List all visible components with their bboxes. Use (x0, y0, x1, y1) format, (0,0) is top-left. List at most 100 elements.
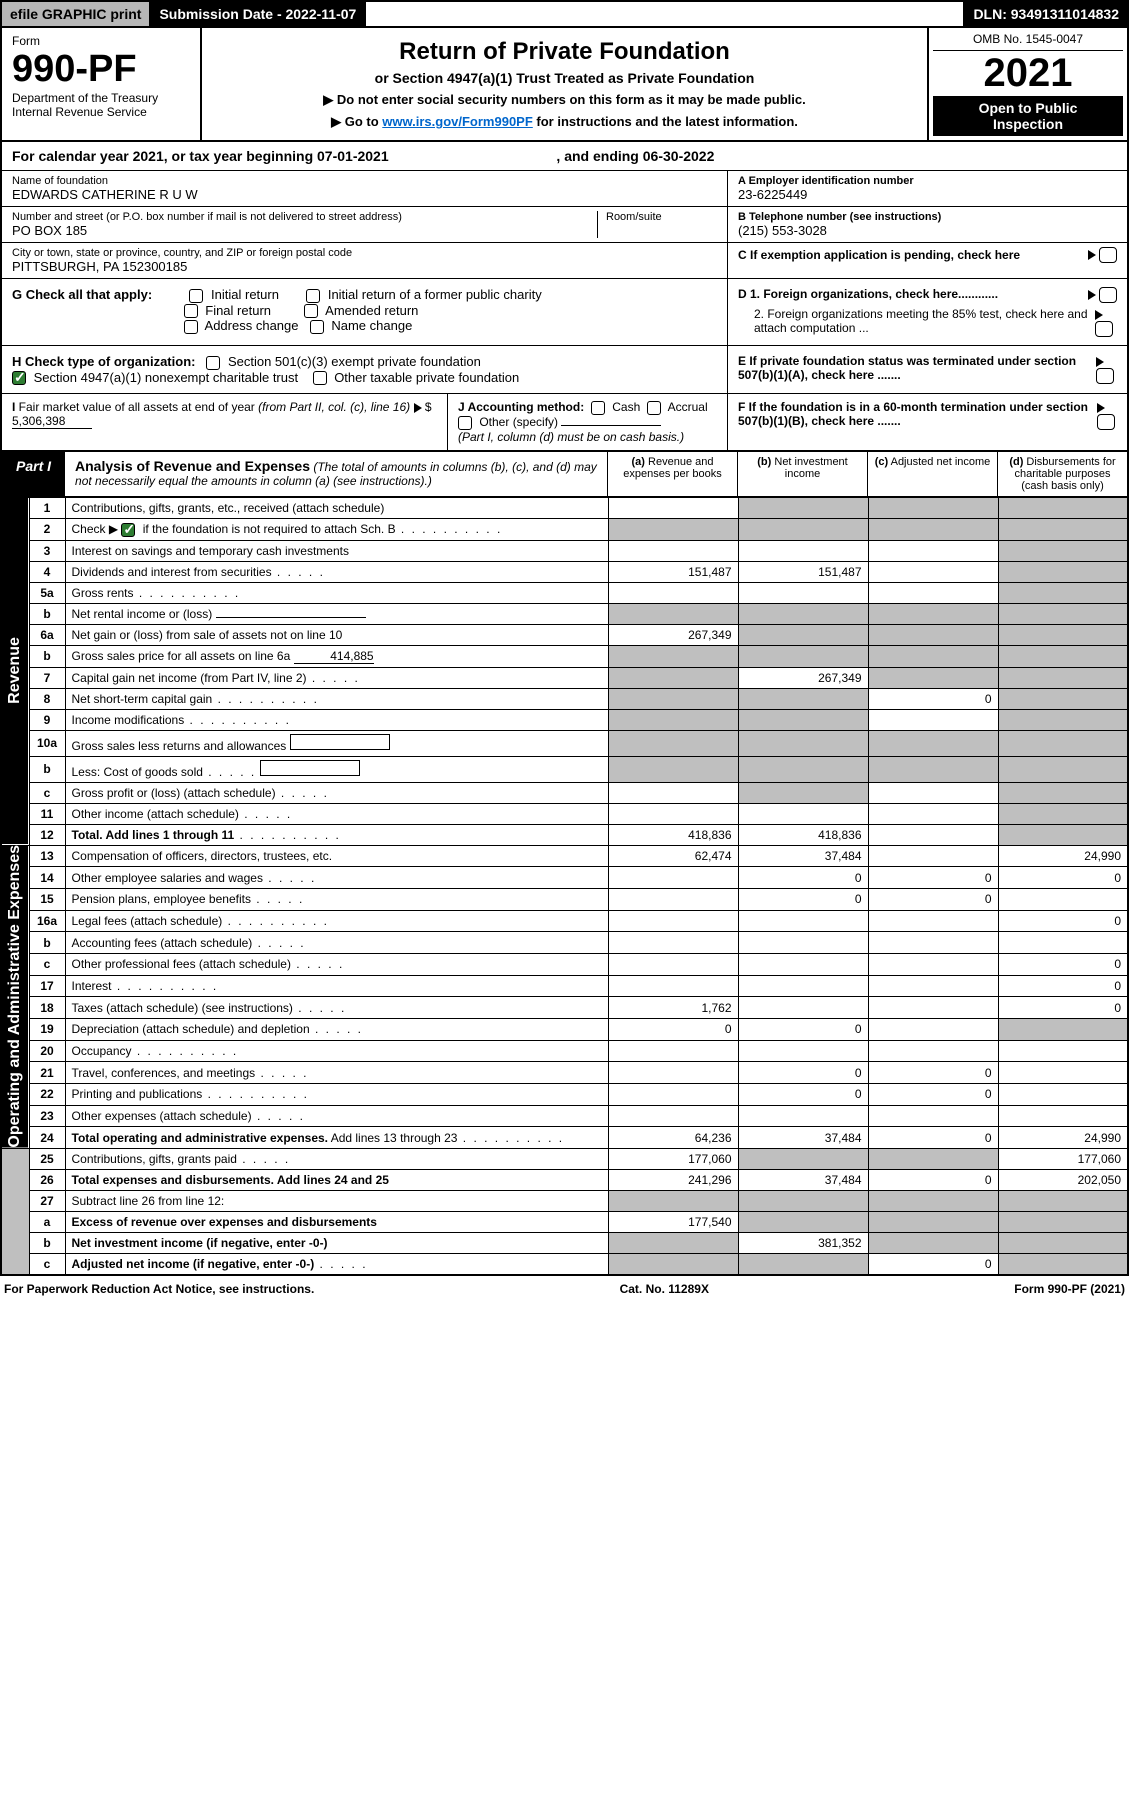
arrow-icon (1096, 357, 1104, 367)
line-20: Occupancy (65, 1040, 608, 1062)
fmv-value: 5,306,398 (12, 414, 92, 429)
g-address-change[interactable] (184, 320, 198, 334)
g-initial-return[interactable] (189, 289, 203, 303)
line-9: Income modifications (65, 709, 608, 730)
h-other-taxable[interactable] (313, 371, 327, 385)
line-23: Other expenses (attach schedule) (65, 1105, 608, 1127)
opex-section-label: Operating and Administrative Expenses (1, 845, 29, 1149)
section-h-e: H Check type of organization: Section 50… (0, 346, 1129, 394)
line-6b: Gross sales price for all assets on line… (65, 645, 608, 667)
revenue-section-label: Revenue (1, 497, 29, 845)
line-12: Total. Add lines 1 through 11 (65, 824, 608, 845)
line-15: Pension plans, employee benefits (65, 888, 608, 910)
section-i-j-f: I Fair market value of all assets at end… (0, 394, 1129, 452)
header-right: OMB No. 1545-0047 2021 Open to PublicIns… (927, 28, 1127, 140)
part1-header: Part I Analysis of Revenue and Expenses … (0, 452, 1129, 497)
arrow-icon (1088, 290, 1096, 300)
d1-checkbox[interactable] (1099, 287, 1117, 303)
form-ref: Form 990-PF (2021) (1014, 1282, 1125, 1296)
city-label: City or town, state or province, country… (12, 247, 717, 259)
open-inspection: Open to PublicInspection (933, 96, 1123, 136)
line-16b: Accounting fees (attach schedule) (65, 932, 608, 954)
d1-label: D 1. Foreign organizations, check here..… (738, 287, 998, 301)
j-other[interactable] (458, 416, 472, 430)
calendar-year-row: For calendar year 2021, or tax year begi… (0, 142, 1129, 171)
efile-badge[interactable]: efile GRAPHIC print (2, 2, 151, 26)
submission-date: Submission Date - 2022-11-07 (151, 2, 366, 26)
name-label: Name of foundation (12, 175, 717, 187)
part1-table: Revenue 1Contributions, gifts, grants, e… (0, 497, 1129, 1276)
line-13: Compensation of officers, directors, tru… (65, 845, 608, 867)
line-10b: Less: Cost of goods sold (65, 756, 608, 782)
d2-checkbox[interactable] (1095, 321, 1113, 337)
schb-checkbox[interactable] (121, 523, 135, 537)
line-25: Contributions, gifts, grants paid (65, 1149, 608, 1170)
form-header: Form 990-PF Department of the Treasury I… (0, 28, 1129, 142)
room-label: Room/suite (606, 211, 717, 223)
j-note: (Part I, column (d) must be on cash basi… (458, 430, 684, 444)
header-mid: Return of Private Foundation or Section … (202, 28, 927, 140)
line-26: Total expenses and disbursements. Add li… (65, 1170, 608, 1191)
line-24: Total operating and administrative expen… (65, 1127, 608, 1149)
tax-year: 2021 (933, 51, 1123, 96)
exemption-checkbox[interactable] (1099, 247, 1117, 263)
line-10a: Gross sales less returns and allowances (65, 730, 608, 756)
g-label: G Check all that apply: (12, 287, 152, 302)
j-cash[interactable] (591, 401, 605, 415)
part-badge: Part I (2, 452, 65, 496)
instr-2: ▶ Go to www.irs.gov/Form990PF for instru… (210, 114, 919, 130)
line-16c: Other professional fees (attach schedule… (65, 953, 608, 975)
g-final-return[interactable] (184, 304, 198, 318)
form-title: Return of Private Foundation (210, 38, 919, 66)
h-4947a1[interactable] (12, 371, 26, 385)
ein-label: A Employer identification number (738, 175, 914, 187)
line-19: Depreciation (attach schedule) and deple… (65, 1018, 608, 1040)
f-checkbox[interactable] (1097, 414, 1115, 430)
line-22: Printing and publications (65, 1084, 608, 1106)
phone-label: B Telephone number (see instructions) (738, 211, 941, 223)
form-word: Form (12, 34, 190, 48)
section-g-d: G Check all that apply: Initial return I… (0, 279, 1129, 346)
line-5a: Gross rents (65, 582, 608, 603)
form-number: 990-PF (12, 48, 190, 91)
arrow-icon (1097, 403, 1105, 413)
line-16a: Legal fees (attach schedule) (65, 910, 608, 932)
line-8: Net short-term capital gain (65, 688, 608, 709)
line-5b: Net rental income or (loss) (65, 603, 608, 624)
line-27b: Net investment income (if negative, ente… (65, 1233, 608, 1254)
instr-1: ▶ Do not enter social security numbers o… (210, 92, 919, 108)
line-2: Check ▶ if the foundation is not require… (65, 518, 608, 540)
j-accrual[interactable] (647, 401, 661, 415)
top-bar: efile GRAPHIC print Submission Date - 20… (0, 0, 1129, 28)
line-27: Subtract line 26 from line 12: (65, 1191, 608, 1212)
col-a-header: (a) Revenue and expenses per books (607, 452, 737, 496)
top-spacer (366, 2, 965, 26)
line-21: Travel, conferences, and meetings (65, 1062, 608, 1084)
e-checkbox[interactable] (1096, 368, 1114, 384)
h-label: H Check type of organization: (12, 354, 195, 369)
city-state-zip: PITTSBURGH, PA 152300185 (12, 259, 717, 274)
g-former-charity[interactable] (306, 289, 320, 303)
line-27c: Adjusted net income (if negative, enter … (65, 1254, 608, 1276)
exemption-label: C If exemption application is pending, c… (738, 248, 1020, 262)
form-subtitle: or Section 4947(a)(1) Trust Treated as P… (210, 70, 919, 86)
i-label: I Fair market value of all assets at end… (12, 400, 410, 414)
j-label: J Accounting method: (458, 400, 584, 414)
page-footer: For Paperwork Reduction Act Notice, see … (0, 1276, 1129, 1302)
form990pf-link[interactable]: www.irs.gov/Form990PF (382, 114, 533, 129)
dln: DLN: 93491311014832 (965, 2, 1127, 26)
d2-label: 2. Foreign organizations meeting the 85%… (738, 307, 1095, 337)
addr-label: Number and street (or P.O. box number if… (12, 211, 597, 223)
street-address: PO BOX 185 (12, 223, 597, 238)
dept: Department of the Treasury (12, 91, 190, 105)
paperwork-notice: For Paperwork Reduction Act Notice, see … (4, 1282, 314, 1296)
part-title: Analysis of Revenue and Expenses (The to… (65, 452, 607, 496)
line-18: Taxes (attach schedule) (see instruction… (65, 997, 608, 1019)
h-501c3[interactable] (206, 356, 220, 370)
g-amended[interactable] (304, 304, 318, 318)
g-name-change[interactable] (310, 320, 324, 334)
e-label: E If private foundation status was termi… (738, 354, 1076, 382)
line-11: Other income (attach schedule) (65, 803, 608, 824)
omb-number: OMB No. 1545-0047 (933, 32, 1123, 51)
line-3: Interest on savings and temporary cash i… (65, 540, 608, 561)
